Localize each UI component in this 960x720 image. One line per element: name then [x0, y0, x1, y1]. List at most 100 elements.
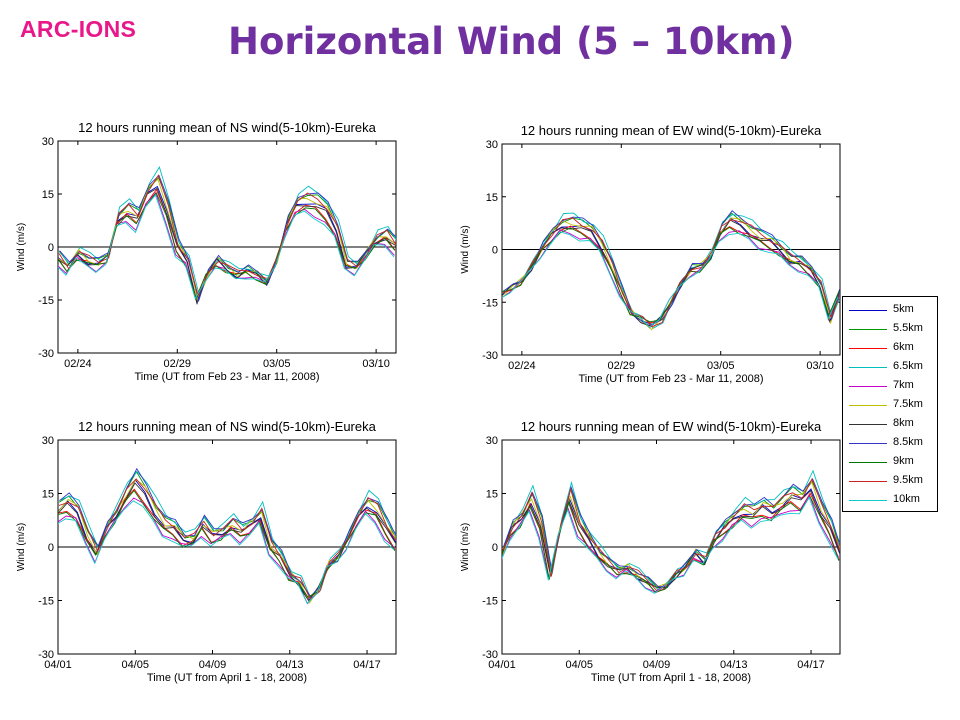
y-tick-label: 30 [486, 139, 498, 151]
legend-label: 5km [893, 303, 914, 315]
series-line-10km [58, 500, 395, 605]
y-tick-label: 0 [492, 542, 498, 554]
y-axis-label: Wind (m/s) [16, 223, 27, 271]
legend-item: 7.5km [843, 396, 937, 415]
chart-ew-april: 12 hours running mean of EW wind(5-10km)… [460, 419, 841, 684]
x-tick-label: 04/09 [643, 659, 671, 671]
chart-ns-april: 12 hours running mean of NS wind(5-10km)… [16, 419, 397, 684]
y-tick-label: -15 [38, 596, 54, 608]
y-axis-label: Wind (m/s) [16, 523, 27, 571]
y-axis-label: Wind (m/s) [460, 225, 471, 273]
legend-label: 6km [893, 341, 914, 353]
x-tick-label: 04/13 [276, 659, 304, 671]
y-tick-label: 0 [48, 242, 54, 254]
chart-title: 12 hours running mean of NS wind(5-10km)… [78, 419, 376, 434]
series-line-9-5km [502, 217, 840, 328]
legend-swatch [849, 367, 887, 368]
y-tick-label: -30 [482, 350, 498, 362]
legend-item: 5.5km [843, 320, 937, 339]
x-tick-label: 04/13 [720, 659, 748, 671]
chart-title: 12 hours running mean of EW wind(5-10km)… [521, 419, 822, 434]
x-tick-label: 04/09 [199, 659, 227, 671]
y-tick-label: 15 [42, 489, 54, 501]
y-axis-label: Wind (m/s) [460, 523, 471, 571]
legend-label: 8.5km [893, 436, 923, 448]
y-tick-label: 30 [42, 136, 54, 148]
x-tick-label: 02/29 [608, 360, 636, 372]
legend-item: 9.5km [843, 472, 937, 491]
x-tick-label: 03/10 [806, 360, 834, 372]
series-line-9km [502, 226, 840, 323]
series-group [502, 469, 840, 594]
x-tick-label: 03/05 [263, 358, 291, 370]
legend-item: 9km [843, 453, 937, 472]
y-tick-label: -30 [482, 649, 498, 661]
legend-item: 7km [843, 377, 937, 396]
legend-swatch [849, 348, 887, 349]
y-tick-label: -30 [38, 348, 54, 360]
y-tick-label: 0 [492, 245, 498, 257]
legend-label: 10km [893, 493, 920, 505]
series-line-10km [58, 194, 395, 300]
chart-title: 12 hours running mean of NS wind(5-10km)… [78, 120, 376, 135]
y-tick-label: -15 [482, 596, 498, 608]
y-tick-label: -30 [38, 649, 54, 661]
legend-label: 7.5km [893, 398, 923, 410]
x-tick-label: 04/05 [565, 659, 593, 671]
legend-item: 10km [843, 491, 937, 510]
series-group [502, 210, 840, 331]
legend-item: 8km [843, 415, 937, 434]
legend-swatch [849, 405, 887, 406]
legend-swatch [849, 329, 887, 330]
chart-ns-feb-mar: 12 hours running mean of NS wind(5-10km)… [16, 120, 397, 383]
x-tick-label: 03/10 [362, 358, 390, 370]
x-axis-label: Time (UT from Feb 23 - Mar 11, 2008) [578, 373, 763, 385]
series-group [58, 166, 396, 305]
y-tick-label: 15 [42, 189, 54, 201]
x-tick-label: 04/01 [44, 659, 72, 671]
y-tick-label: 30 [486, 435, 498, 447]
legend-swatch [849, 481, 887, 482]
legend-item: 6.5km [843, 358, 937, 377]
legend-swatch [849, 424, 887, 425]
x-tick-label: 02/24 [64, 358, 92, 370]
x-tick-label: 03/05 [707, 360, 735, 372]
x-tick-label: 04/17 [353, 659, 381, 671]
legend-swatch [849, 310, 887, 311]
x-tick-label: 04/05 [121, 659, 149, 671]
legend-item: 8.5km [843, 434, 937, 453]
legend-item: 5km [843, 301, 937, 320]
legend-label: 5.5km [893, 322, 923, 334]
series-line-9-5km [58, 478, 396, 600]
legend-label: 8km [893, 417, 914, 429]
legend-swatch [849, 443, 887, 444]
x-tick-label: 04/01 [488, 659, 516, 671]
y-tick-label: 0 [48, 542, 54, 554]
y-tick-label: -15 [38, 295, 54, 307]
series-line-10km [502, 231, 839, 328]
chart-title: 12 hours running mean of EW wind(5-10km)… [521, 123, 822, 138]
legend-label: 9km [893, 455, 914, 467]
x-axis-label: Time (UT from Feb 23 - Mar 11, 2008) [134, 371, 319, 383]
chart-legend: 5km 5.5km 6km 6.5km 7km 7.5km 8km 8.5km 9km 9.5km… [842, 296, 938, 512]
legend-swatch [849, 462, 887, 463]
y-tick-label: 15 [486, 489, 498, 501]
y-tick-label: 30 [42, 435, 54, 447]
legend-swatch [849, 500, 887, 501]
chart-ew-feb-mar: 12 hours running mean of EW wind(5-10km)… [460, 123, 841, 385]
series-line-10km [502, 496, 839, 594]
y-tick-label: -15 [482, 297, 498, 309]
legend-swatch [849, 386, 887, 387]
legend-label: 9.5km [893, 474, 923, 486]
y-tick-label: 15 [486, 192, 498, 204]
logo: ARC-IONS [20, 16, 137, 42]
legend-label: 6.5km [893, 360, 923, 372]
series-group [58, 467, 396, 605]
series-line-9km [58, 489, 396, 598]
legend-label: 7km [893, 379, 914, 391]
series-line-6-5km [59, 471, 396, 600]
x-axis-label: Time (UT from April 1 - 18, 2008) [147, 672, 307, 684]
x-axis-label: Time (UT from April 1 - 18, 2008) [591, 672, 751, 684]
x-tick-label: 02/29 [164, 358, 192, 370]
legend-item: 6km [843, 339, 937, 358]
